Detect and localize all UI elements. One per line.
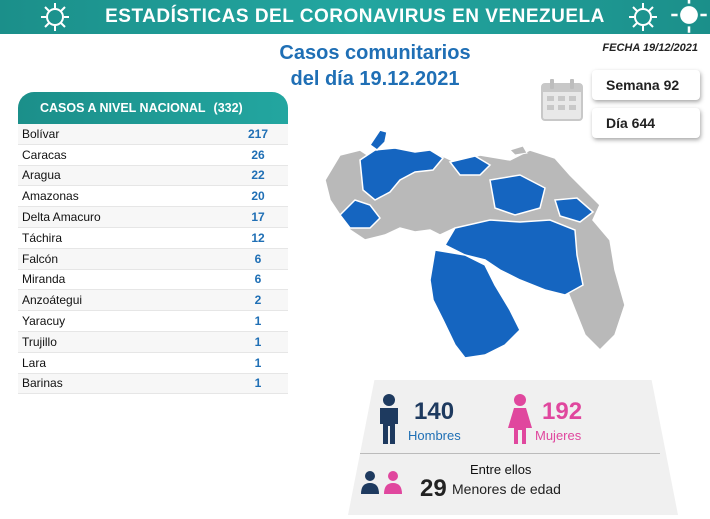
- case-count: 6: [254, 272, 262, 287]
- calendar-icon: [541, 79, 583, 121]
- subtitle: Casos comunitarios del día 19.12.2021: [250, 40, 500, 92]
- table-row: Yaracuy 1: [18, 311, 288, 332]
- virus-icon: [41, 3, 69, 31]
- table-header-total: (332): [213, 101, 243, 115]
- map-region-gray: [509, 145, 528, 156]
- week-badge: Semana 92: [592, 70, 700, 100]
- table-row: Anzoátegui 2: [18, 290, 288, 312]
- state-name: Táchira: [22, 230, 63, 245]
- stats-panel: [348, 380, 678, 515]
- state-name: Falcón: [22, 251, 59, 266]
- minors-label: Menores de edad: [452, 481, 561, 497]
- table-row: Barinas 1: [18, 373, 288, 395]
- map-region-bolivar: [443, 219, 584, 296]
- header-banner: ESTADÍSTICAS DEL CORONAVIRUS EN VENEZUEL…: [0, 0, 710, 34]
- table-row: Trujillo 1: [18, 331, 288, 353]
- men-count: 140: [414, 398, 455, 425]
- state-name: Bolívar: [22, 126, 60, 141]
- case-count: 1: [254, 355, 262, 370]
- state-name: Lara: [22, 355, 47, 370]
- case-count: 1: [254, 376, 262, 391]
- state-name: Miranda: [22, 272, 66, 287]
- state-name: Trujillo: [22, 334, 57, 349]
- table-row: Amazonas 20: [18, 186, 288, 208]
- men-label: Hombres: [408, 428, 461, 443]
- map-region-gray: [324, 147, 626, 352]
- date-label: FECHA 19/12/2021: [602, 42, 698, 54]
- table-row: Bolívar 217: [18, 124, 288, 145]
- map-region-blue: [368, 129, 388, 151]
- state-name: Barinas: [22, 376, 63, 391]
- state-name: Amazonas: [22, 189, 79, 204]
- case-count: 20: [251, 189, 265, 204]
- woman-icon: [508, 394, 532, 444]
- case-count: 6: [254, 251, 262, 266]
- case-count: 22: [251, 168, 265, 183]
- table-row: Miranda 6: [18, 270, 288, 291]
- minors-title: Entre ellos: [470, 462, 532, 477]
- case-count: 17: [251, 210, 265, 225]
- cases-table: CASOS A NIVEL NACIONAL (332) Bolívar 217 C…: [18, 92, 288, 395]
- case-count: 12: [251, 230, 265, 245]
- state-name: Anzoátegui: [22, 293, 83, 308]
- divider: [360, 453, 660, 454]
- state-name: Caracas: [22, 147, 67, 162]
- venezuela-map: [324, 129, 626, 359]
- table-row: Lara 1: [18, 353, 288, 374]
- women-count: 192: [542, 398, 583, 425]
- women-label: Mujeres: [535, 428, 582, 443]
- map-region-amazonas: [429, 249, 521, 359]
- table-row: Aragua 22: [18, 165, 288, 187]
- day-badge: Día 644: [592, 108, 700, 138]
- man-icon: [380, 394, 398, 444]
- minors-count: 29: [420, 475, 447, 502]
- map-region-blue: [359, 147, 445, 201]
- case-count: 1: [254, 314, 262, 329]
- table-row: Delta Amacuro 17: [18, 207, 288, 228]
- table-row: Caracas 26: [18, 145, 288, 166]
- case-count: 2: [254, 293, 262, 308]
- state-name: Delta Amacuro: [22, 210, 101, 225]
- case-count: 217: [247, 126, 269, 141]
- map-region-blue: [489, 174, 546, 216]
- children-icon: [361, 471, 402, 494]
- map-region-blue: [339, 199, 381, 229]
- table-header-label: CASOS A NIVEL NACIONAL: [40, 101, 206, 115]
- virus-icon: [629, 3, 657, 31]
- case-count: 26: [251, 147, 265, 162]
- page-title: ESTADÍSTICAS DEL CORONAVIRUS EN VENEZUEL…: [105, 6, 605, 27]
- subtitle-line2: del día 19.12.2021: [290, 68, 460, 90]
- subtitle-line1: Casos comunitarios: [279, 42, 471, 64]
- state-name: Aragua: [22, 168, 61, 183]
- map-region-blue: [554, 197, 595, 223]
- table-row: Táchira 12: [18, 228, 288, 249]
- case-count: 1: [254, 334, 262, 349]
- table-body: Bolívar 217 Caracas 26 Aragua 22 Amazonas 20 Del…: [18, 124, 288, 395]
- map-region-blue: [448, 155, 492, 176]
- virus-icon: [671, 0, 707, 33]
- table-row: Falcón 6: [18, 248, 288, 270]
- table-header: CASOS A NIVEL NACIONAL (332): [18, 92, 288, 124]
- state-name: Yaracuy: [22, 314, 66, 329]
